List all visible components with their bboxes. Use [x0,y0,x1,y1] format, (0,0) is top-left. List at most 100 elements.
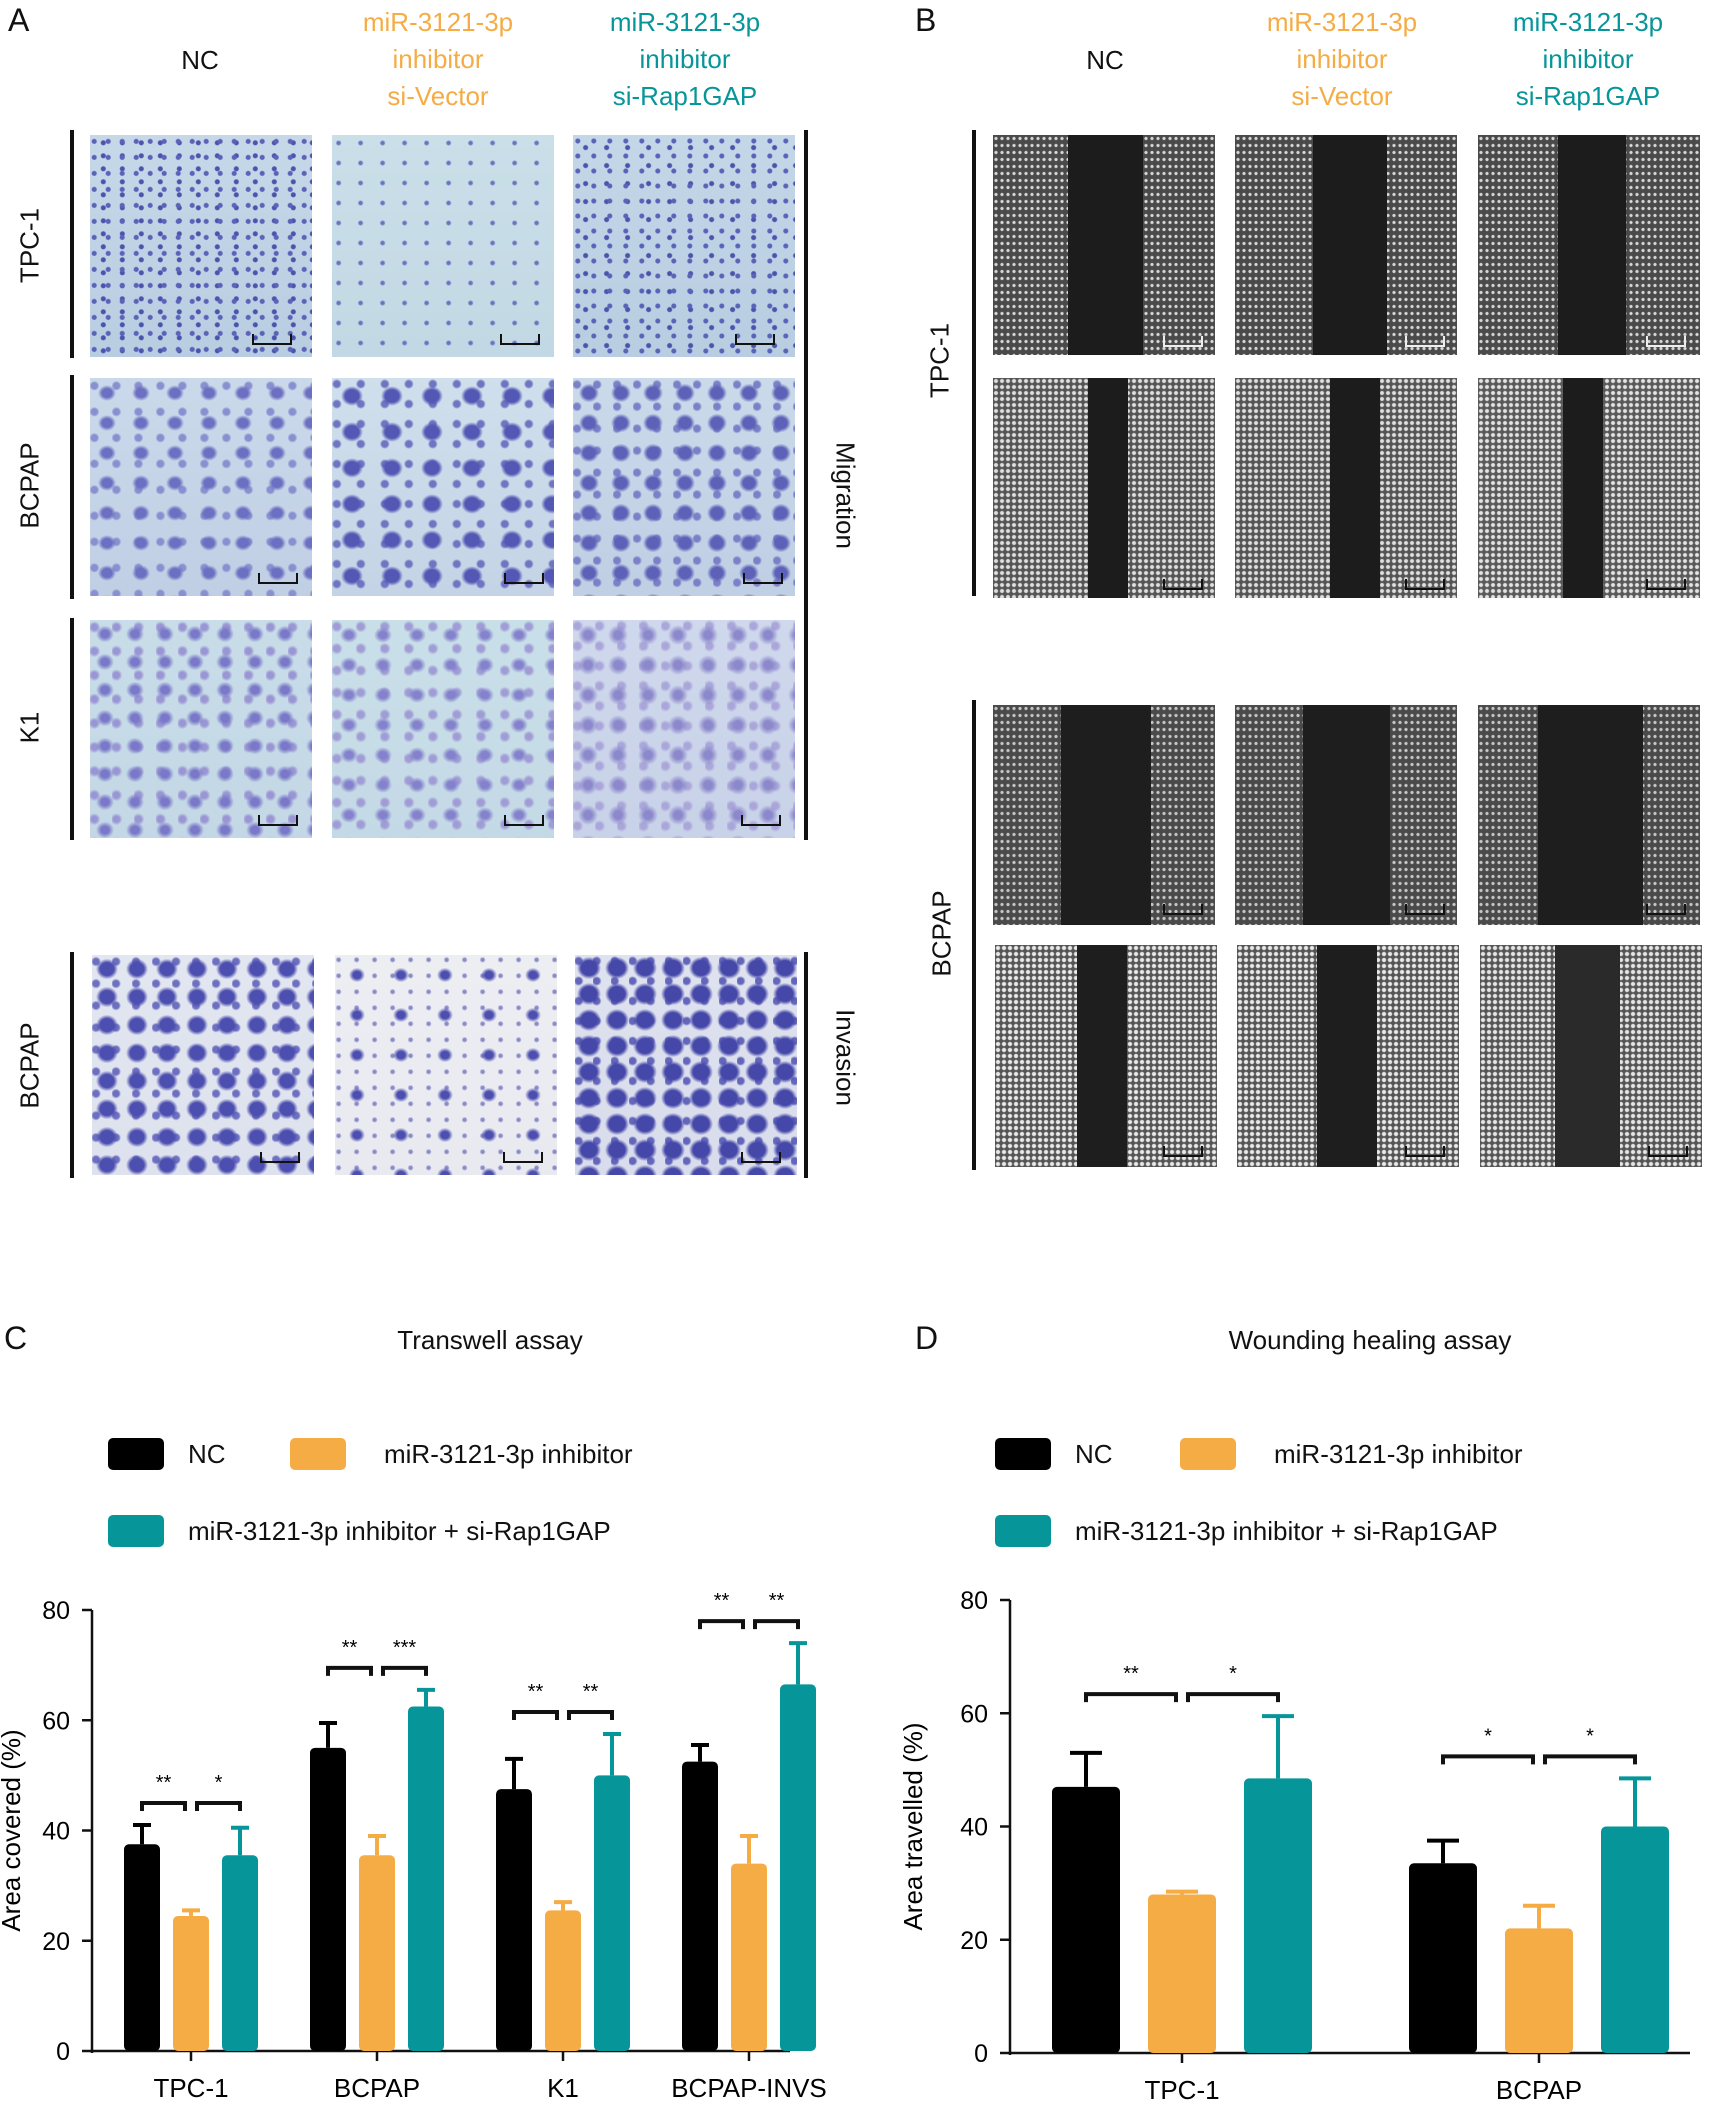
bar [1052,1786,1120,2053]
micrograph-bcpap-combo [573,378,795,596]
significance-label: ** [583,1681,599,1703]
micrograph-tpc1-nc [90,135,312,357]
row-label-bcpap-b: BCPAP [926,890,957,977]
micrograph-bcpap-invasion-combo [575,955,797,1175]
header-nc-a: NC [80,42,320,79]
y-tick-label: 40 [960,1814,988,1842]
legend-swatch-combo [108,1515,164,1547]
wound-tpc1-nc-24h [993,378,1215,598]
legend-nc-d: NC [995,1438,1113,1470]
y-tick-label: 0 [56,2038,70,2066]
row-label-tpc1-a: TPC-1 [14,207,45,284]
invasion-bracket [804,952,808,1178]
y-tick-label: 20 [960,1927,988,1955]
legend-swatch-inhibitor [290,1438,346,1470]
significance-label: ** [528,1681,544,1703]
significance-label: * [1586,1725,1594,1747]
header-group3-a: miR-3121-3p inhibitor si-Rap1GAP [609,7,761,111]
row-bracket-k1 [70,618,74,840]
legend-inhibitor-d: miR-3121-3p inhibitor [1180,1438,1523,1470]
significance-bracket [140,1800,187,1811]
y-tick-label: 80 [42,1597,70,1625]
significance-bracket [326,1665,373,1676]
significance-label: ** [714,1590,730,1612]
transwell-chart: 0 20 40 60 80 Area covered (%) TPC-1 ** * BCPAP **… [0,1590,827,2103]
x-tick-label: BCPAP [334,2073,420,2103]
wound-bcpap-combo-0h [1478,705,1700,925]
header-group3-b: miR-3121-3p inhibitor si-Rap1GAP [1512,7,1664,111]
panel-label-b: B [915,2,937,38]
bar [780,1684,816,2051]
y-tick-label: 80 [960,1587,988,1615]
row-bracket-bcpap-b [972,700,976,1170]
bar [222,1855,258,2051]
significance-label: ** [769,1590,785,1612]
header-nc-b: NC [1086,45,1124,75]
micrograph-k1-inhibitor [332,620,554,838]
micrograph-tpc1-inhibitor [332,135,554,357]
y-axis-label: Area covered (%) [0,1729,26,1931]
y-tick-label: 0 [974,2040,988,2068]
migration-bracket [804,130,808,840]
legend-swatch-inhibitor-d [1180,1438,1236,1470]
bar [731,1863,767,2051]
bar [594,1775,630,2051]
wound-tpc1-nc-0h [993,135,1215,355]
row-label-tpc1-b: TPC-1 [924,322,955,399]
bar [1244,1778,1312,2053]
micrograph-bcpap-inhibitor [332,378,554,596]
bar [1505,1928,1573,2053]
bar [545,1910,581,2051]
bar [359,1855,395,2051]
significance-bracket [1441,1754,1535,1765]
bar [496,1789,532,2051]
legend-swatch-nc [108,1438,164,1470]
row-label-bcpap-a: BCPAP [14,442,45,529]
wound-tpc1-inhibitor-24h [1235,378,1457,598]
micrograph-k1-combo [573,620,795,838]
chart-title-wound: Wounding healing assay [1228,1325,1512,1355]
y-tick-label: 60 [960,1700,988,1728]
significance-bracket [1084,1692,1178,1703]
bar [1409,1863,1477,2053]
x-tick-label: TPC-1 [153,2073,228,2103]
row-label-bcpap-invasion-a: BCPAP [14,1022,45,1109]
significance-bracket [698,1619,745,1630]
significance-label: * [1484,1725,1492,1747]
wound-bcpap-inhibitor-0h [1235,705,1457,925]
significance-label: ** [156,1772,172,1794]
row-bracket-bcpap-invasion [70,952,74,1178]
y-tick-label: 60 [42,1707,70,1735]
micrograph-k1-nc [90,620,312,838]
legend-combo-d: miR-3121-3p inhibitor + si-Rap1GAP [995,1515,1498,1547]
x-tick-label: K1 [547,2073,579,2103]
y-tick-label: 20 [42,1928,70,1956]
x-tick-label: BCPAP-INVS [671,2073,827,2103]
row-bracket-tpc1 [70,130,74,358]
wound-bcpap-combo-24h [1480,945,1702,1167]
bar [682,1761,718,2051]
wound-tpc1-combo-0h [1478,135,1700,355]
significance-label: ** [342,1637,358,1659]
y-axis-label: Area travelled (%) [900,1722,928,1930]
wound-bcpap-nc-0h [993,705,1215,925]
significance-bracket [512,1710,559,1721]
y-tick-label: 40 [42,1818,70,1846]
significance-bracket [567,1710,614,1721]
row-label-k1-a: K1 [14,711,45,744]
header-group2-a: miR-3121-3p inhibitor si-Vector [362,7,514,111]
header-nc-text: NC [181,45,219,75]
wound-tpc1-combo-24h [1478,378,1700,598]
wound-bcpap-inhibitor-24h [1237,945,1459,1167]
legend-nc-c: NC [108,1438,226,1470]
significance-label: *** [393,1637,417,1659]
panel-label-a: A [8,2,30,38]
micrograph-bcpap-nc [90,378,312,596]
legend-swatch-combo-d [995,1515,1051,1547]
bar [408,1706,444,2051]
panel-label-d: D [915,1320,939,1356]
bar [173,1915,209,2051]
bar [124,1844,160,2051]
micrograph-bcpap-invasion-nc [92,955,314,1175]
